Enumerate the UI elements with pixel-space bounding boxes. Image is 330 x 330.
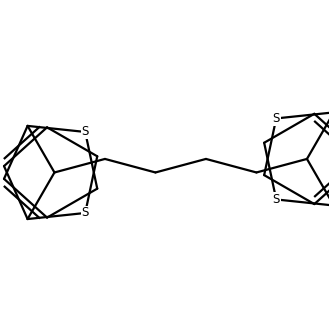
- Text: S: S: [82, 207, 89, 219]
- Text: S: S: [82, 125, 89, 139]
- Text: S: S: [273, 193, 280, 206]
- Text: S: S: [273, 112, 280, 125]
